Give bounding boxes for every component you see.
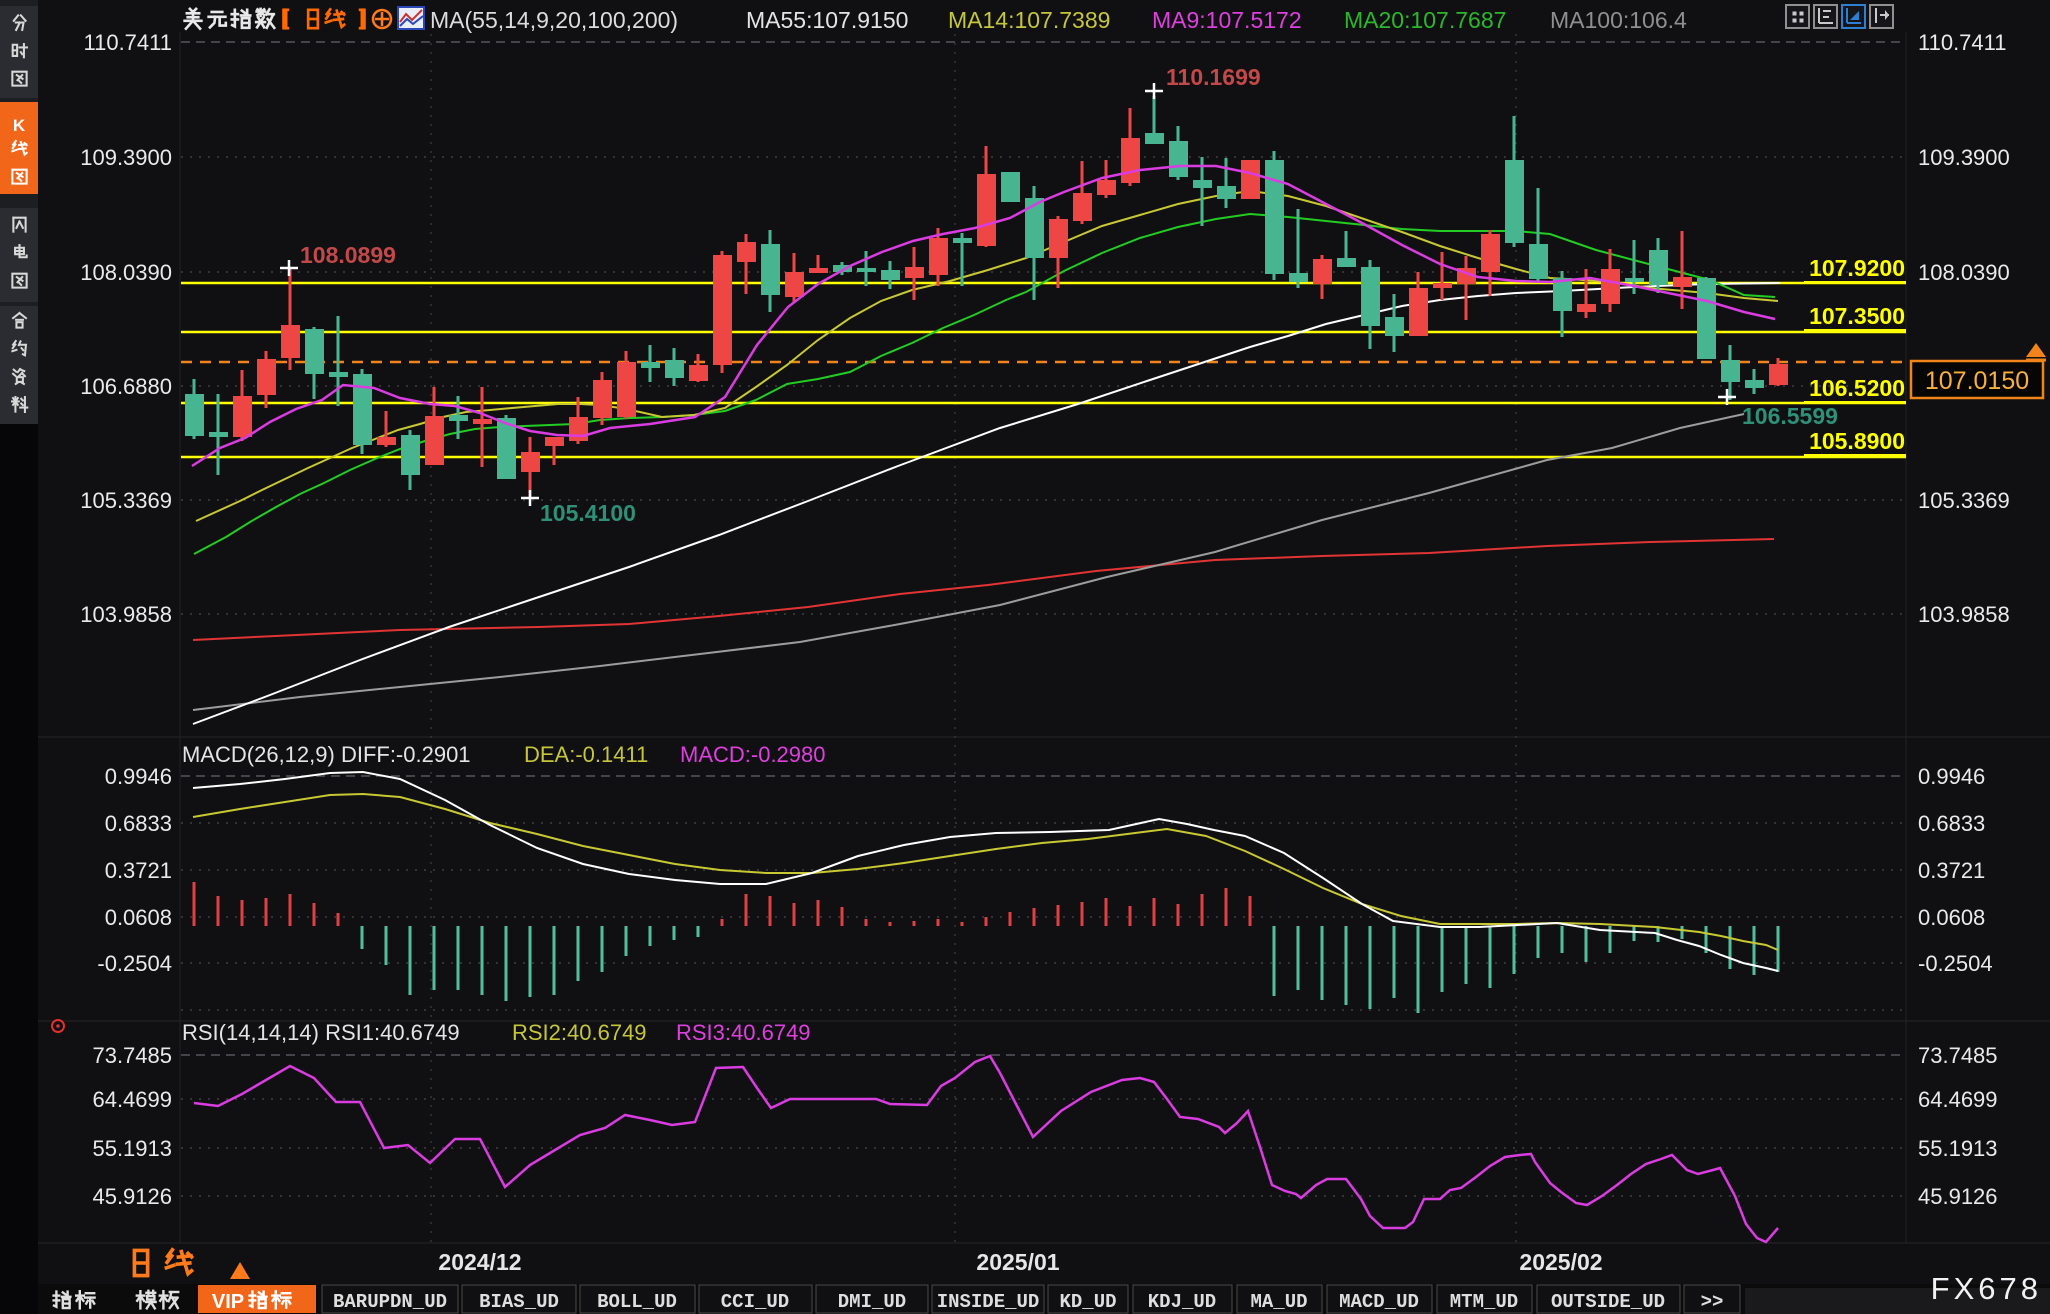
svg-text:0.9946: 0.9946: [105, 764, 172, 789]
svg-text:0.9946: 0.9946: [1918, 764, 1985, 789]
svg-text:BARUPDN_UD: BARUPDN_UD: [333, 1291, 447, 1313]
svg-text:BOLL_UD: BOLL_UD: [597, 1291, 677, 1313]
svg-text:0.3721: 0.3721: [105, 858, 172, 883]
svg-text:FX678: FX678: [1931, 1271, 2042, 1306]
svg-text:108.0899: 108.0899: [300, 242, 396, 268]
svg-text:105.3369: 105.3369: [1918, 488, 2010, 513]
svg-text:DMI_UD: DMI_UD: [838, 1291, 906, 1313]
svg-text:106.6880: 106.6880: [80, 374, 172, 399]
svg-text:105.3369: 105.3369: [80, 488, 172, 513]
svg-text:DEA:-0.1411: DEA:-0.1411: [524, 742, 648, 767]
svg-text:106.5599: 106.5599: [1742, 403, 1838, 429]
svg-text:MA(55,14,9,20,100,200): MA(55,14,9,20,100,200): [430, 7, 678, 33]
svg-text:108.0390: 108.0390: [1918, 260, 2010, 285]
svg-text:0.0608: 0.0608: [1918, 905, 1985, 930]
svg-text:BIAS_UD: BIAS_UD: [479, 1291, 559, 1313]
svg-text:INSIDE_UD: INSIDE_UD: [937, 1291, 1040, 1313]
svg-text:CCI_UD: CCI_UD: [721, 1291, 789, 1313]
svg-text:2025/02: 2025/02: [1519, 1249, 1602, 1275]
svg-text:MACD_UD: MACD_UD: [1339, 1291, 1419, 1313]
svg-text:110.7411: 110.7411: [84, 30, 173, 55]
svg-text:103.9858: 103.9858: [1918, 602, 2010, 627]
svg-text:2025/01: 2025/01: [976, 1249, 1059, 1275]
svg-text:MTM_UD: MTM_UD: [1450, 1291, 1518, 1313]
svg-text:73.7485: 73.7485: [1918, 1043, 1998, 1068]
svg-text:0.3721: 0.3721: [1918, 858, 1985, 883]
svg-text:45.9126: 45.9126: [92, 1184, 172, 1209]
svg-text:MA9:107.5172: MA9:107.5172: [1152, 7, 1302, 33]
svg-text:0.0608: 0.0608: [105, 905, 172, 930]
svg-text:55.1913: 55.1913: [1918, 1136, 1998, 1161]
svg-text:105.8900: 105.8900: [1809, 428, 1905, 454]
svg-text:KDJ_UD: KDJ_UD: [1148, 1291, 1216, 1313]
svg-text:55.1913: 55.1913: [92, 1136, 172, 1161]
svg-text:64.4699: 64.4699: [92, 1087, 172, 1112]
svg-text:2024/12: 2024/12: [438, 1249, 521, 1275]
svg-text:109.3900: 109.3900: [1918, 145, 2010, 170]
svg-text:RSI3:40.6749: RSI3:40.6749: [676, 1020, 811, 1045]
svg-text:MACD(26,12,9) DIFF:-0.2901: MACD(26,12,9) DIFF:-0.2901: [182, 742, 471, 767]
svg-text:K: K: [13, 116, 26, 135]
svg-text:106.5200: 106.5200: [1809, 375, 1905, 401]
svg-text:KD_UD: KD_UD: [1059, 1291, 1116, 1313]
svg-text:RSI2:40.6749: RSI2:40.6749: [512, 1020, 647, 1045]
svg-text:RSI(14,14,14) RSI1:40.6749: RSI(14,14,14) RSI1:40.6749: [182, 1020, 460, 1045]
svg-text:VIP: VIP: [212, 1291, 244, 1313]
svg-text:>>: >>: [1701, 1291, 1724, 1313]
svg-text:MACD:-0.2980: MACD:-0.2980: [680, 742, 826, 767]
svg-text:108.0390: 108.0390: [80, 260, 172, 285]
svg-text:MA55:107.9150: MA55:107.9150: [746, 7, 908, 33]
svg-text:MA100:106.4: MA100:106.4: [1550, 7, 1687, 33]
svg-text:0.6833: 0.6833: [1918, 811, 1985, 836]
svg-text:110.1699: 110.1699: [1166, 64, 1261, 90]
svg-text:0.6833: 0.6833: [105, 811, 172, 836]
svg-text:MA14:107.7389: MA14:107.7389: [948, 7, 1110, 33]
svg-text:-0.2504: -0.2504: [1918, 951, 1993, 976]
svg-text:107.9200: 107.9200: [1809, 255, 1905, 281]
svg-text:105.4100: 105.4100: [540, 500, 636, 526]
svg-text:MA20:107.7687: MA20:107.7687: [1344, 7, 1506, 33]
svg-text:107.0150: 107.0150: [1925, 367, 2029, 395]
svg-text:45.9126: 45.9126: [1918, 1184, 1998, 1209]
svg-text:103.9858: 103.9858: [80, 602, 172, 627]
svg-text:110.7411: 110.7411: [1918, 30, 2007, 55]
svg-text:73.7485: 73.7485: [92, 1043, 172, 1068]
svg-text:64.4699: 64.4699: [1918, 1087, 1998, 1112]
svg-text:107.3500: 107.3500: [1809, 303, 1905, 329]
svg-text:OUTSIDE_UD: OUTSIDE_UD: [1551, 1291, 1665, 1313]
svg-text:-0.2504: -0.2504: [97, 951, 172, 976]
svg-text:MA_UD: MA_UD: [1250, 1291, 1307, 1313]
svg-text:109.3900: 109.3900: [80, 145, 172, 170]
